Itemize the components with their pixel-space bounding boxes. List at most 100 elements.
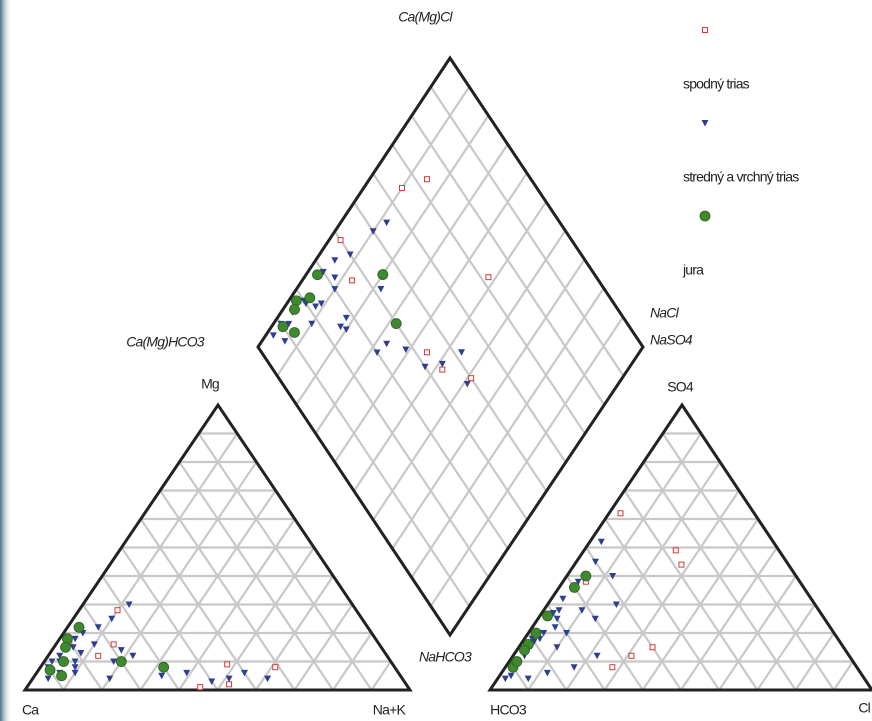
data-point xyxy=(525,676,532,683)
grid-line xyxy=(199,434,372,691)
axis-label: Cl xyxy=(858,700,870,716)
corner-label: Ca(Mg)Cl xyxy=(398,9,453,25)
data-point xyxy=(289,327,299,337)
data-point xyxy=(424,177,429,182)
data-point xyxy=(158,673,165,680)
data-point xyxy=(270,332,277,339)
data-point xyxy=(469,376,474,381)
data-point xyxy=(424,350,429,355)
data-point xyxy=(508,673,515,680)
data-point xyxy=(57,671,67,681)
corner-label: Ca(Mg)HCO3 xyxy=(126,334,205,350)
legend-label: stredný a vrchný trias xyxy=(683,169,799,185)
background-edge xyxy=(0,0,12,721)
data-point xyxy=(400,185,405,190)
data-point xyxy=(45,676,52,683)
axis-label: Na+K xyxy=(373,702,407,718)
data-point xyxy=(383,220,390,227)
data-point xyxy=(331,257,338,264)
data-point xyxy=(544,670,551,677)
data-point xyxy=(225,662,230,667)
data-point xyxy=(337,324,344,331)
data-point xyxy=(383,341,390,348)
data-point xyxy=(439,361,446,368)
data-point xyxy=(111,642,116,647)
data-point xyxy=(464,381,471,388)
data-point xyxy=(159,662,169,672)
grid-line xyxy=(122,548,218,691)
data-point xyxy=(264,676,271,683)
data-point xyxy=(391,319,401,329)
data-point xyxy=(679,562,684,567)
grid-line xyxy=(372,662,391,691)
data-point xyxy=(598,539,605,546)
data-point xyxy=(512,657,522,667)
data-point xyxy=(116,657,126,667)
data-point xyxy=(59,657,69,667)
data-point xyxy=(378,270,388,280)
data-point xyxy=(594,653,601,660)
data-point xyxy=(281,338,288,345)
data-point xyxy=(650,645,655,650)
data-point xyxy=(118,647,125,654)
data-point xyxy=(486,275,491,280)
grid-line xyxy=(218,548,315,691)
data-point xyxy=(115,608,120,613)
data-point xyxy=(226,676,233,683)
data-point xyxy=(45,665,55,675)
data-point xyxy=(377,286,384,293)
axis-label: Mg xyxy=(201,376,219,392)
data-point xyxy=(289,304,299,314)
data-point xyxy=(61,642,71,652)
data-point xyxy=(305,293,315,303)
data-point xyxy=(440,367,445,372)
data-point xyxy=(571,664,578,671)
data-point xyxy=(350,278,355,283)
legend-label: jura xyxy=(682,262,704,278)
data-point xyxy=(273,665,278,670)
grid-line xyxy=(64,434,238,691)
data-point xyxy=(559,596,566,603)
legend: spodný trias stredný a vrchný trias jura xyxy=(682,28,799,278)
data-point xyxy=(96,653,101,658)
grid-line xyxy=(663,434,834,691)
data-point xyxy=(458,349,465,356)
data-point xyxy=(520,645,530,655)
legend-marker xyxy=(703,28,708,33)
legend-marker xyxy=(700,211,710,221)
axis-label: SO4 xyxy=(667,379,694,395)
data-point xyxy=(531,628,541,638)
data-point xyxy=(610,665,615,670)
data-point xyxy=(343,315,350,322)
corner-label: NaSO4 xyxy=(650,332,693,348)
data-point xyxy=(569,582,579,592)
axis-label: Ca xyxy=(22,702,39,718)
grid-line xyxy=(834,662,853,691)
data-point xyxy=(502,676,509,683)
grid-line xyxy=(681,548,777,691)
data-point xyxy=(227,682,232,687)
piper-chart: Ca(Mg)Cl Ca(Mg)HCO3 NaCl NaSO4 NaHCO3 Mg… xyxy=(0,0,872,721)
data-point xyxy=(543,611,553,621)
data-point xyxy=(618,511,623,516)
data-point xyxy=(74,622,84,632)
data-point xyxy=(198,685,203,690)
legend-marker xyxy=(702,120,709,127)
marks xyxy=(45,177,684,690)
axis-label: HCO3 xyxy=(490,702,527,718)
data-point xyxy=(313,270,323,280)
data-point xyxy=(129,653,136,660)
data-point xyxy=(629,653,634,658)
legend-label: spodný trias xyxy=(683,76,750,92)
data-point xyxy=(331,275,338,282)
data-point xyxy=(556,607,563,614)
data-point xyxy=(581,571,591,581)
corner-label: NaHCO3 xyxy=(419,649,472,665)
grid-line xyxy=(624,491,757,691)
corner-label: NaCl xyxy=(650,305,680,321)
data-point xyxy=(552,624,559,631)
grid-line xyxy=(160,491,294,691)
data-point xyxy=(312,303,319,310)
grid-line xyxy=(528,434,701,691)
data-point xyxy=(278,322,288,332)
